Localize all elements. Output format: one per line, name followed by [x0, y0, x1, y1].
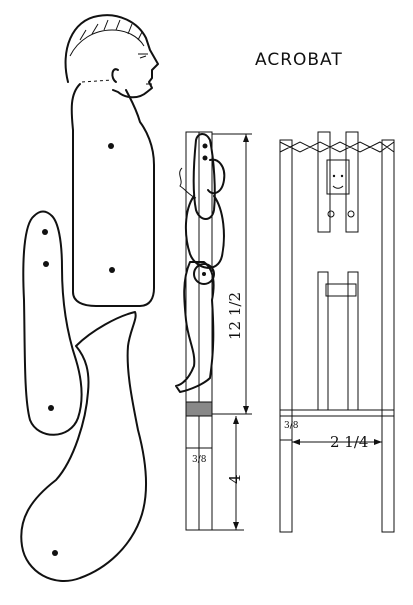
head-pattern — [64, 14, 159, 99]
arm-peg-hole-bottom — [48, 405, 54, 411]
front-stick-width-label: 3/8 — [192, 455, 207, 465]
torso-pattern — [70, 83, 155, 307]
torso-peg-hole-bottom — [109, 267, 115, 273]
leg-pattern — [20, 311, 147, 583]
side-view: 3/8 2 1/4 — [279, 131, 395, 533]
leg-peg-hole — [52, 550, 58, 556]
torso-peg-hole-top — [108, 143, 114, 149]
height-total-label: 12 1/2 — [226, 292, 244, 340]
side-stick-width-label: 3/8 — [284, 421, 299, 431]
height-lower-label: 4 — [226, 474, 244, 484]
arm-peg-hole-middle — [43, 261, 49, 267]
spacing-label: 2 1/4 — [330, 433, 368, 451]
arm-pattern — [22, 210, 83, 436]
front-view: 12 1/2 4 3/8 — [175, 131, 252, 531]
diagram-title: ACROBAT — [255, 50, 343, 70]
arm-peg-hole-top — [42, 229, 48, 235]
